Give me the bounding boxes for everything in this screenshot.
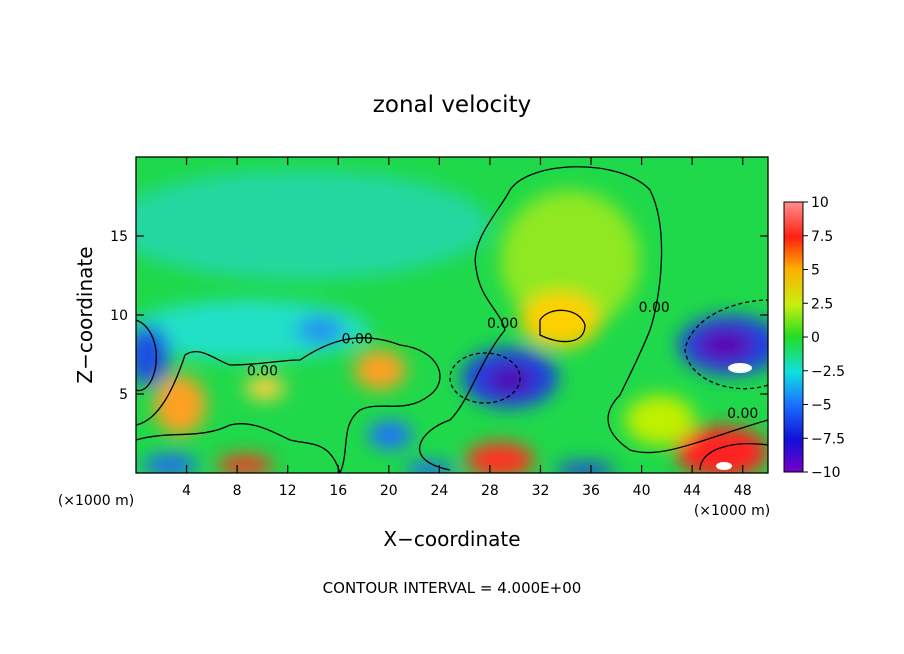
x-tick-label: 24: [430, 483, 448, 499]
heatmap-field: 0.00 0.00 0.00 0.00 0.00: [136, 157, 768, 473]
contour-labels: 0.00 0.00 0.00 0.00 0.00: [247, 300, 758, 422]
x-tick-label: 44: [683, 483, 701, 499]
contour-label: 0.00: [487, 316, 518, 332]
y-tick-label: 10: [110, 308, 128, 324]
x-axis-label: X−coordinate: [383, 527, 520, 551]
contour-interval-note: CONTOUR INTERVAL = 4.000E+00: [323, 579, 582, 597]
x-tick-label: 32: [532, 483, 550, 499]
x-tick-label: 40: [633, 483, 651, 499]
y-tick-label: 5: [119, 387, 128, 403]
chart-title: zonal velocity: [373, 92, 531, 118]
y-axis: 5 10 15: [110, 229, 768, 403]
contour-label: 0.00: [639, 300, 670, 316]
colorbar-tick-label: 0: [811, 330, 820, 346]
colorbar-tick-label: −5: [811, 398, 832, 414]
x-tick-label: 28: [481, 483, 499, 499]
x-tick-label: 48: [734, 483, 752, 499]
colorbar-tick-label: 10: [811, 195, 829, 211]
colorbar-tick-label: −10: [811, 465, 841, 481]
colorbar-tick-label: −2.5: [811, 364, 845, 380]
colorbar-tick-label: 5: [811, 263, 820, 279]
x-tick-label: 20: [380, 483, 398, 499]
contour-label: 0.00: [342, 332, 373, 348]
contour-label: 0.00: [727, 406, 758, 422]
colorbar-tick-label: 7.5: [811, 229, 833, 245]
x-tick-label: 8: [233, 483, 242, 499]
y-tick-label: 15: [110, 229, 128, 245]
colorbar-ticks: 10 7.5 5 2.5 0 −2.5 −5 −7.5 −10: [803, 195, 845, 481]
x-tick-label: 16: [329, 483, 347, 499]
x-tick-label: 12: [279, 483, 297, 499]
x-axis: 4 8 12 16 20 24 28 32 36 40 44 48: [182, 157, 752, 499]
colorbar-tick-label: −7.5: [811, 431, 845, 447]
colorbar-tick-label: 2.5: [811, 296, 833, 312]
x-units-right: (×1000 m): [694, 503, 770, 519]
x-tick-label: 36: [582, 483, 600, 499]
colorbar: [783, 201, 804, 473]
x-units-left: (×1000 m): [58, 493, 134, 509]
x-tick-label: 4: [182, 483, 191, 499]
contour-label: 0.00: [247, 363, 278, 379]
y-axis-label: Z−coordinate: [73, 246, 97, 383]
